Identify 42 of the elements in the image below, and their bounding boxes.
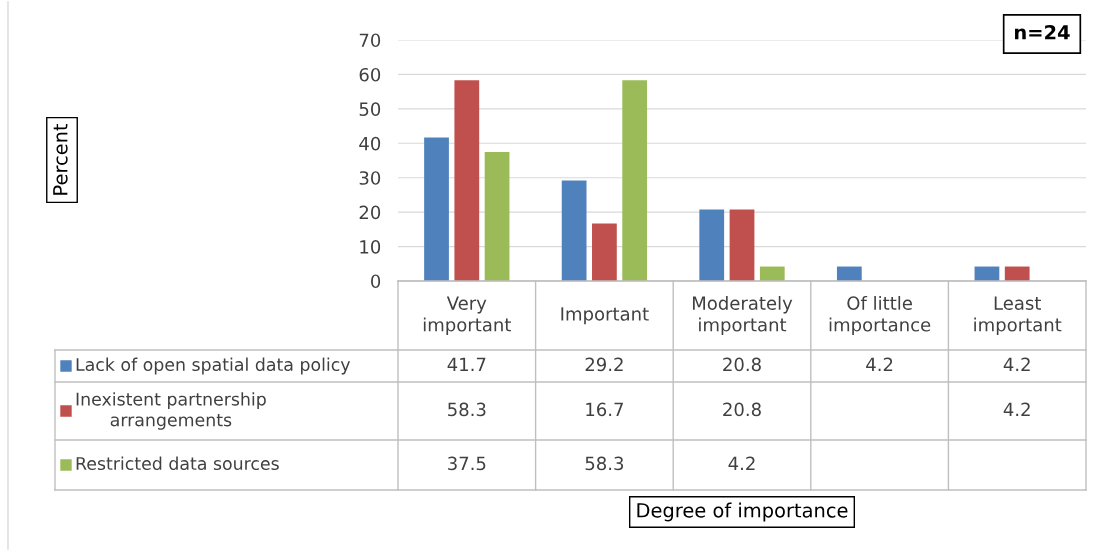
y-tick-label: 0 (371, 274, 381, 289)
bar (622, 80, 648, 281)
y-tick-label: 10 (360, 240, 381, 254)
data-label: 37.5 (448, 456, 486, 471)
bar (424, 137, 449, 281)
data-label: 4.2 (1003, 357, 1030, 371)
bar (729, 209, 755, 281)
legend-label: Restricted data sources (76, 456, 279, 471)
y-tick-label: 40 (359, 136, 381, 151)
y-tick-label: 50 (359, 102, 381, 116)
data-label: 20.8 (723, 357, 761, 372)
bar (592, 223, 617, 281)
bar (836, 266, 862, 281)
bar (699, 209, 725, 281)
data-label: 58.3 (585, 456, 624, 471)
data-label: 58.3 (448, 402, 486, 417)
y-tick-label: 70 (359, 33, 381, 48)
y-tick-label: 30 (359, 171, 381, 185)
legend-label: Lack of open spatial data policy (76, 357, 351, 375)
bar (484, 151, 510, 281)
text: Degree of importance (637, 502, 848, 522)
legend-label: Inexistent partnership arrangements (76, 392, 266, 430)
data-label: 4.2 (728, 456, 755, 470)
x-tick-label: Of little importance (829, 295, 931, 336)
data-label: 4.2 (1003, 402, 1030, 416)
x-tick-label: Least important (974, 296, 1062, 336)
x-tick-label: Very important (423, 296, 511, 336)
bar (454, 80, 480, 281)
bar (1004, 266, 1030, 281)
text: Percent (53, 123, 68, 195)
data-label: 41.7 (447, 357, 486, 371)
bar (561, 180, 587, 281)
y-tick-label: 60 (359, 67, 381, 82)
y-tick-label: 20 (359, 205, 381, 220)
data-label: 29.2 (585, 357, 623, 372)
data-label: 20.8 (723, 402, 761, 417)
data-label: 16.7 (586, 402, 623, 417)
x-tick-label: Moderately important (692, 295, 793, 336)
bar (759, 266, 785, 281)
x-tick-label: Important (561, 307, 649, 325)
text: n=24 (1015, 24, 1070, 40)
data-label: 4.2 (866, 357, 893, 371)
